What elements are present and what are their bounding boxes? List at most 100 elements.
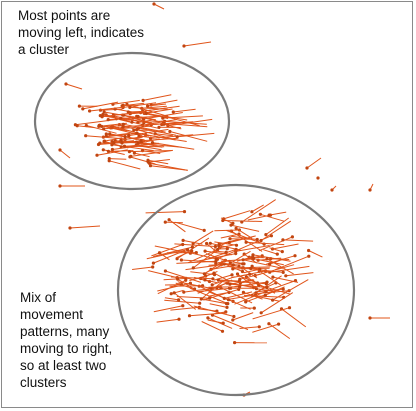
vector-point [250,264,254,268]
movement-vector [150,134,194,139]
movement-vector [130,111,157,115]
vector-point [171,110,175,114]
movement-vector [272,276,299,283]
vector-point [64,82,68,86]
movement-vector [147,103,167,107]
movement-vector [132,266,153,270]
movement-vector [121,141,140,144]
vector-point [228,282,232,286]
bottom-annotation: Mix of movement patterns, many moving to… [20,290,113,390]
movement-vector [146,249,188,260]
movement-vector [136,129,173,140]
movement-vector [192,230,214,244]
movement-vector [170,276,213,280]
vector-point [147,161,151,165]
vector-point [172,291,176,295]
vector-point [202,228,206,232]
movement-vector [176,296,210,299]
vector-point [231,318,235,322]
vector-point [123,135,127,139]
vector-point [152,2,156,6]
movement-vector [148,159,170,163]
movement-vector [220,262,234,266]
vector-point [58,184,62,188]
vector-point [179,258,183,262]
movement-vector [269,211,287,216]
vector-point [234,252,238,256]
vector-point [182,44,186,48]
movement-vector [122,102,145,107]
vector-point [129,154,133,158]
vector-point [198,301,202,305]
vector-point [307,254,311,258]
movement-vector [256,288,284,293]
movement-vector [230,224,260,232]
vector-point [214,259,218,263]
movement-vector [266,258,294,275]
vector-point [104,132,108,136]
vector-point [224,250,228,254]
vector-point [220,329,225,333]
movement-vector [85,135,125,140]
movement-vector [285,272,314,277]
movement-vector [123,123,166,133]
vector-point [293,254,297,258]
movement-vector [252,294,280,302]
arrow-layer [58,2,390,397]
movement-vector [207,319,224,324]
vector-point [190,245,194,249]
movement-vector [265,286,285,296]
vector-point [182,210,187,214]
vector-point [259,311,263,315]
movement-vector [282,239,314,242]
vector-point [188,281,192,285]
vector-point [250,210,254,214]
movement-vector [229,250,251,264]
movement-vector [134,152,150,158]
vector-point [248,272,252,276]
vector-point [81,107,85,111]
movement-vector [165,116,200,127]
vector-point [258,212,262,216]
vector-point [368,316,372,320]
vector-point [229,223,233,227]
movement-vector [153,246,193,257]
movement-vector [255,264,295,276]
vector-point [267,322,271,326]
vector-point [75,124,79,128]
movement-vector [226,229,265,245]
vector-point [102,110,106,114]
movement-vector [164,120,207,125]
movement-vector [243,253,257,264]
movement-vector [111,144,154,152]
movement-vector [212,250,227,253]
vector-point [224,302,229,306]
vector-point [110,143,114,147]
vector-point [112,141,116,145]
vector-point [290,235,294,239]
vector-point [227,286,232,290]
movement-vector [145,211,185,214]
movement-vector [201,298,227,305]
vector-point [110,147,114,152]
movement-vector [112,144,148,150]
movement-vector [212,314,249,331]
movement-vector [235,227,253,239]
movement-vector [223,210,251,220]
vector-point [187,314,192,318]
vector-point [120,104,124,108]
movement-vector [141,137,179,142]
movement-vector [208,291,230,297]
movement-vector [130,149,173,157]
movement-vector [272,243,299,250]
movement-vector [124,145,165,148]
movement-vector [239,326,260,329]
movement-vector [232,312,254,321]
movement-vector [205,253,226,261]
movement-vector [153,305,183,313]
movement-vector [204,279,219,284]
vector-point [177,317,181,321]
movement-vector [106,132,130,137]
